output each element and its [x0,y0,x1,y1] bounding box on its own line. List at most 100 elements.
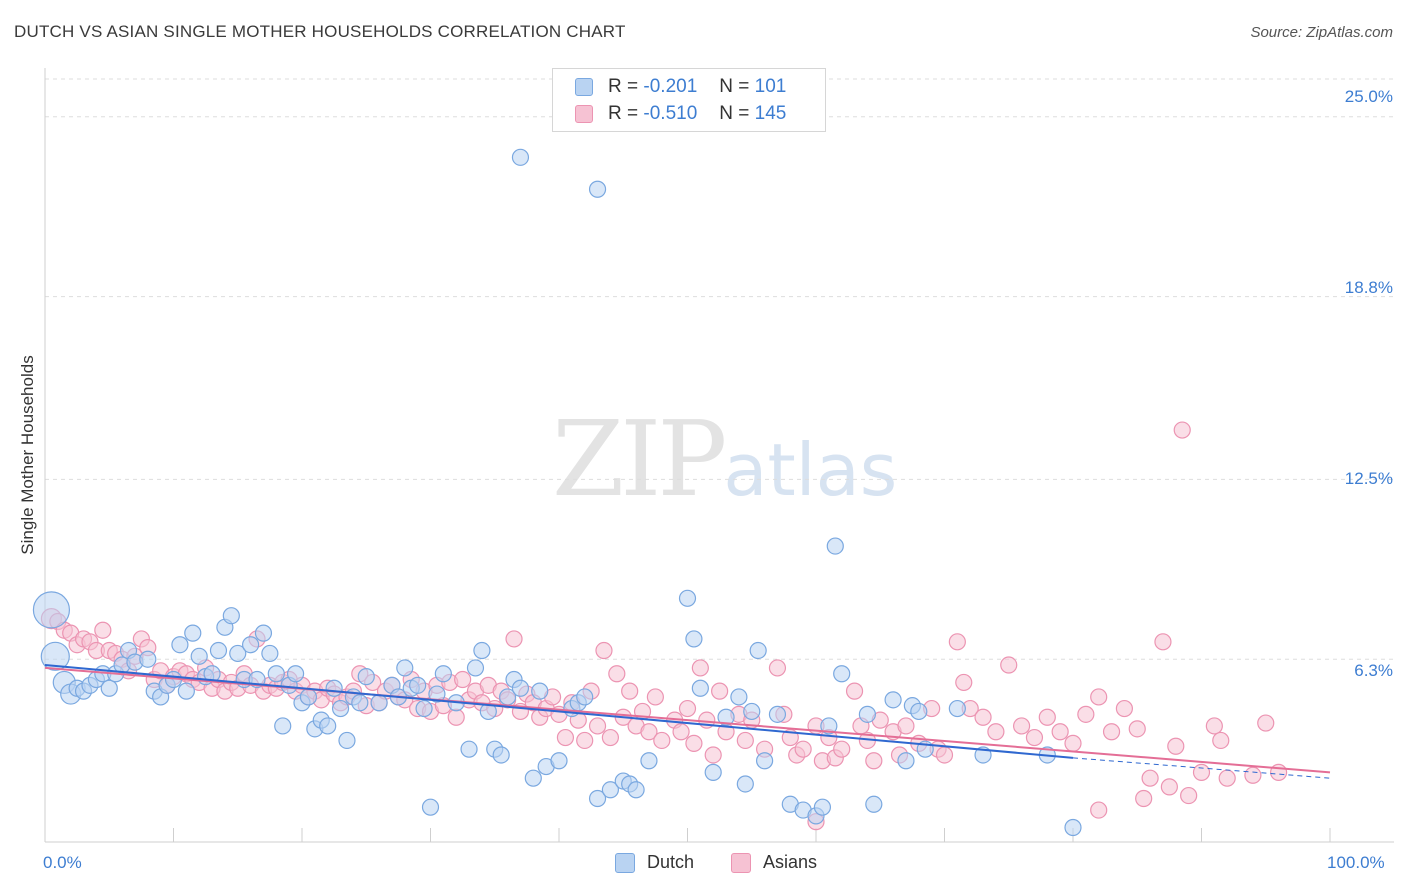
asian-n-value: 145 [754,103,787,124]
data-point [1154,633,1172,651]
data-point [608,665,626,683]
data-point [1128,720,1146,738]
data-point [319,717,337,735]
trend-lines [44,664,1331,779]
data-point [1135,789,1153,808]
data-point [813,798,832,816]
dutch-points [32,148,1082,837]
x-tick-label: 100.0% [1327,853,1385,872]
data-point [1257,714,1275,732]
data-point [768,659,787,677]
data-point [865,795,883,813]
data-point [588,717,607,735]
data-point [621,682,639,700]
data-point [299,688,318,706]
data-point [691,679,709,697]
data-point [588,180,607,198]
data-point [794,740,812,758]
data-point [267,665,285,683]
data-point [177,682,195,700]
data-point [1090,801,1108,819]
asian-r-value: -0.510 [643,103,698,124]
dutch-r-value: -0.201 [643,76,698,97]
data-point [100,679,118,697]
data-point [1167,737,1185,755]
data-point [685,734,703,752]
x-tick-label: 0.0% [43,853,82,872]
data-point [511,679,530,697]
data-point [331,699,350,718]
data-point [473,641,491,660]
data-point [646,688,664,706]
data-point [40,641,70,671]
dutch-trend-line [44,664,1074,759]
data-point [338,731,356,750]
legend-item-asians[interactable]: Asians [731,852,817,873]
correlation-legend: R = -0.201 N = 101 R = -0.510 N = 145 [552,68,826,132]
y-axis-label: Single Mother Households [18,355,37,555]
data-point [640,723,658,741]
data-point [768,705,787,723]
data-point [736,731,754,750]
dutch-n-label: N = [719,76,750,97]
y-tick-label: 25.0% [1344,87,1393,106]
data-point [987,723,1005,741]
data-point [505,630,523,648]
legend-item-dutch[interactable]: Dutch [615,852,694,873]
asian-n-label: N = [719,103,750,124]
data-point [222,607,240,625]
data-point [1025,728,1044,747]
asian-legend-swatch [731,852,751,873]
series-legend: Dutch Asians [0,852,1406,876]
data-point [531,682,549,700]
data-point [556,728,575,747]
data-point [428,685,446,703]
data-point [254,624,273,642]
data-point [948,633,966,651]
data-point [897,717,915,735]
data-point [685,630,703,648]
data-point [171,636,189,654]
data-point [466,659,485,677]
data-point [1090,688,1108,706]
y-tick-label: 6.3% [1354,661,1393,680]
data-point [351,694,369,712]
data-point [357,668,375,686]
data-point [1064,818,1082,837]
axes [44,68,1394,843]
data-point [955,673,973,692]
dutch-legend-swatch [615,852,635,873]
data-point [1000,656,1018,674]
data-point [640,752,658,770]
data-point [94,621,112,639]
data-point [627,781,645,799]
data-point [1205,717,1223,735]
data-point [190,647,208,665]
data-point [1173,421,1191,439]
data-point [826,537,844,555]
data-point [396,659,414,677]
data-point [184,624,202,642]
data-point [833,740,851,758]
data-point [229,644,247,663]
legend-label-dutch: Dutch [647,852,695,872]
data-point [274,717,292,735]
data-point [672,723,690,741]
y-tick-label: 12.5% [1344,469,1393,488]
data-point [1077,705,1095,723]
data-point [576,731,594,750]
chart-title: DUTCH VS ASIAN SINGLE MOTHER HOUSEHOLDS … [14,22,626,41]
watermark-zip: ZIP [552,398,727,520]
data-point [261,644,279,663]
data-point [1160,778,1178,796]
data-point [820,717,838,735]
asian-swatch [575,105,593,123]
data-point [601,728,620,747]
data-point [1102,723,1121,741]
data-point [743,702,761,721]
data-point [409,676,427,694]
data-point [209,641,228,660]
asian-r-label: R = [608,103,639,124]
data-point [858,705,877,723]
data-point [1038,708,1056,726]
